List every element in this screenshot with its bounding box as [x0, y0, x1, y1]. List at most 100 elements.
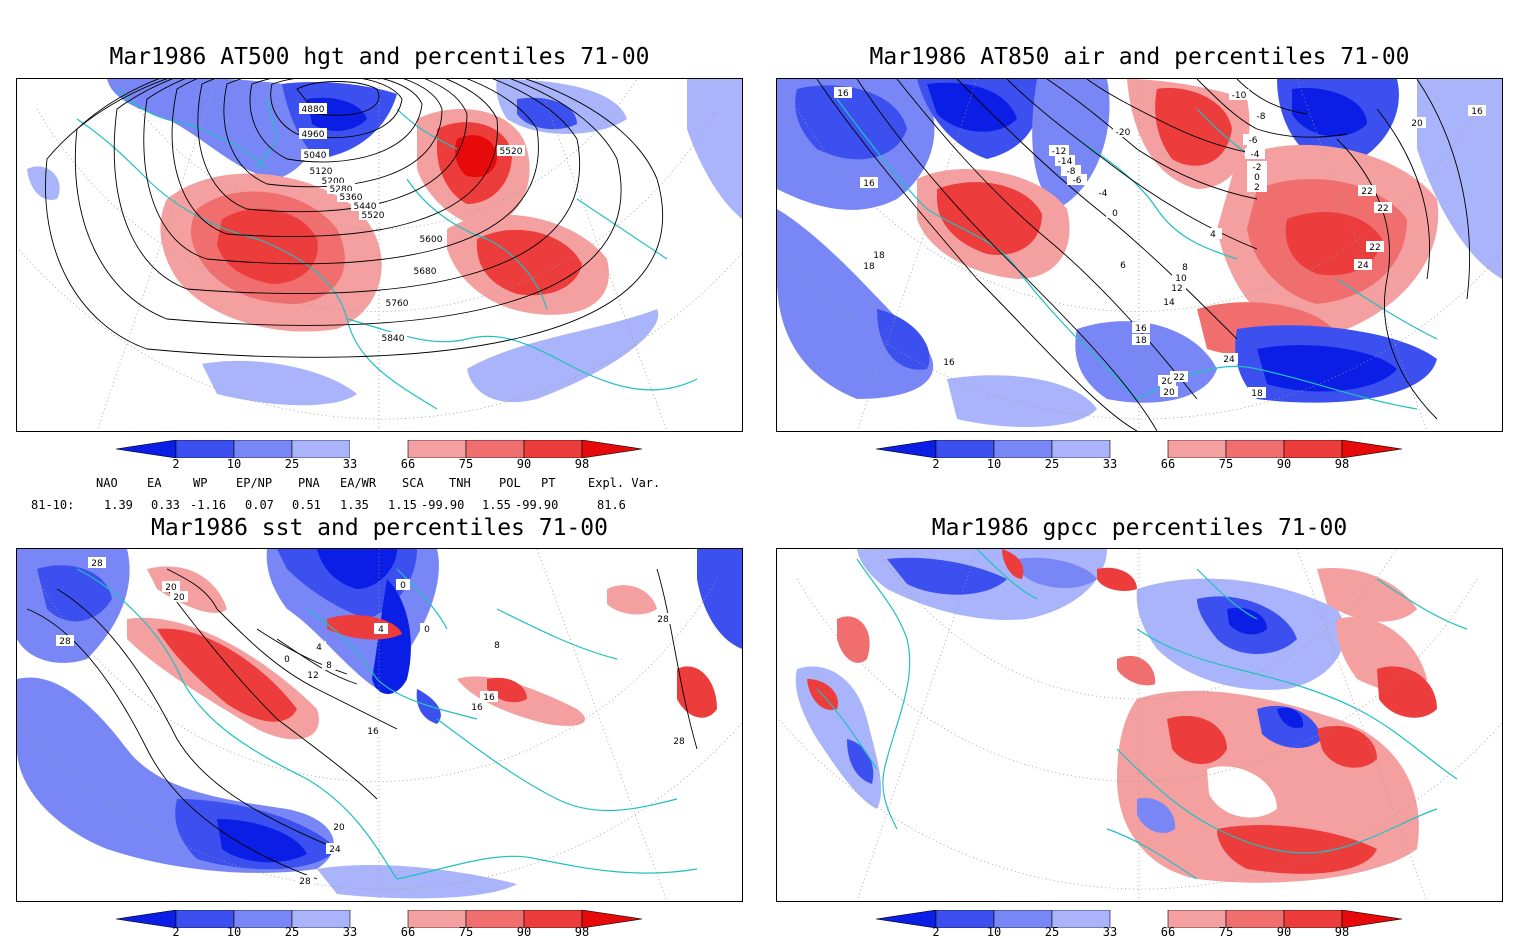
- svg-text:-12: -12: [1052, 147, 1067, 157]
- index-header: EP/NP: [236, 476, 273, 490]
- svg-text:16: 16: [1471, 107, 1483, 117]
- svg-text:2: 2: [1254, 183, 1260, 193]
- cbar-tick: 75: [1218, 925, 1234, 939]
- svg-text:28: 28: [299, 877, 311, 887]
- svg-text:0: 0: [400, 581, 406, 591]
- colorbar-top-right: [876, 440, 1403, 458]
- map-panel-hgt500: 4880 4960 5040 5120 5200 5280 5360 5440 …: [16, 78, 743, 432]
- svg-text:6: 6: [1120, 261, 1126, 271]
- svg-text:18: 18: [873, 251, 885, 261]
- svg-text:20: 20: [1163, 388, 1175, 398]
- map-sst: 28 28 20 20 0 0 4 8 12 16 16 16 4 0 8 20…: [17, 549, 742, 901]
- svg-text:-6: -6: [1073, 176, 1082, 186]
- svg-text:8: 8: [494, 641, 500, 651]
- index-value: 0.51: [292, 498, 321, 512]
- panel-title-sst: Mar1986 sst and percentiles 71-00: [151, 515, 608, 541]
- cbar-tick: 75: [458, 457, 474, 471]
- graticule: [777, 79, 1502, 431]
- svg-text:-8: -8: [1257, 112, 1266, 122]
- sst-contours: [26, 568, 698, 880]
- cbar-tick: 98: [1334, 925, 1350, 939]
- contour-labels: 16 16 18 18 16 -10 -8 -6 -4 -2 0 2 -20 -…: [834, 87, 1486, 399]
- svg-text:28: 28: [673, 737, 685, 747]
- cbar-tick: 2: [932, 457, 940, 471]
- panel-title-hgt500: Mar1986 AT500 hgt and percentiles 71-00: [109, 44, 650, 70]
- svg-text:28: 28: [59, 637, 71, 647]
- svg-text:20: 20: [1161, 377, 1173, 387]
- cbar-tick: 33: [1102, 925, 1118, 939]
- index-value: 1.39: [104, 498, 133, 512]
- svg-text:16: 16: [483, 693, 495, 703]
- svg-text:16: 16: [837, 89, 849, 99]
- svg-text:0: 0: [424, 625, 430, 635]
- coastlines: [76, 568, 698, 880]
- svg-text:24: 24: [1357, 261, 1369, 271]
- svg-text:-6: -6: [1249, 136, 1258, 146]
- svg-text:10: 10: [1175, 274, 1187, 284]
- cbar-tick: 25: [1044, 925, 1060, 939]
- cbar-tick: 66: [1160, 925, 1176, 939]
- map-hgt500: 4880 4960 5040 5120 5200 5280 5360 5440 …: [17, 79, 742, 431]
- cbar-tick: 90: [1276, 457, 1292, 471]
- coastlines: [816, 549, 1468, 880]
- svg-text:4: 4: [378, 625, 384, 635]
- svg-text:0: 0: [1254, 173, 1260, 183]
- svg-text:5600: 5600: [420, 235, 443, 245]
- temperature-contours: [816, 79, 1470, 431]
- svg-text:-20: -20: [1116, 128, 1131, 138]
- svg-text:0: 0: [284, 655, 290, 665]
- svg-text:24: 24: [1223, 355, 1235, 365]
- map-panel-sst: 28 28 20 20 0 0 4 8 12 16 16 16 4 0 8 20…: [16, 548, 743, 902]
- cbar-tick: 25: [284, 457, 300, 471]
- cbar-tick: 90: [1276, 925, 1292, 939]
- svg-text:22: 22: [1361, 187, 1372, 197]
- svg-text:5280: 5280: [330, 185, 353, 195]
- svg-text:-14: -14: [1058, 157, 1073, 167]
- svg-text:5760: 5760: [386, 299, 409, 309]
- svg-text:20: 20: [173, 593, 185, 603]
- percentile-shading: [17, 549, 742, 899]
- percentile-shading: [795, 549, 1437, 883]
- contour-labels: 28 28 20 20 0 0 4 8 12 16 16 16 4 0 8 20…: [56, 557, 688, 887]
- cbar-tick: 10: [226, 925, 242, 939]
- index-value: 0.33: [151, 498, 180, 512]
- svg-text:5520: 5520: [362, 211, 385, 221]
- cbar-tick: 2: [932, 925, 940, 939]
- svg-text:16: 16: [943, 358, 955, 368]
- colorbar-bottom-left: [116, 910, 643, 928]
- index-header: EA: [147, 476, 162, 490]
- svg-text:5200: 5200: [322, 177, 345, 187]
- cbar-tick: 10: [226, 457, 242, 471]
- svg-text:22: 22: [1369, 243, 1380, 253]
- svg-text:16: 16: [367, 727, 379, 737]
- cbar-tick: 90: [516, 925, 532, 939]
- svg-text:0: 0: [1112, 209, 1118, 219]
- cbar-tick: 75: [458, 925, 474, 939]
- svg-text:18: 18: [1135, 336, 1147, 346]
- svg-text:28: 28: [657, 615, 669, 625]
- svg-text:4960: 4960: [302, 130, 325, 140]
- cbar-tick: 75: [1218, 457, 1234, 471]
- index-header: POL: [499, 476, 521, 490]
- index-value: 0.07: [245, 498, 274, 512]
- svg-text:4880: 4880: [302, 105, 325, 115]
- svg-text:20: 20: [165, 583, 177, 593]
- cbar-tick: 90: [516, 457, 532, 471]
- svg-text:8: 8: [1182, 263, 1188, 273]
- svg-text:20: 20: [1411, 119, 1423, 129]
- svg-text:20: 20: [333, 823, 345, 833]
- cbar-tick: 10: [986, 457, 1002, 471]
- svg-text:5040: 5040: [304, 151, 327, 161]
- svg-text:-8: -8: [1067, 167, 1076, 177]
- svg-text:18: 18: [1251, 389, 1263, 399]
- svg-text:8: 8: [326, 661, 332, 671]
- svg-text:5840: 5840: [382, 334, 405, 344]
- svg-text:5360: 5360: [340, 193, 363, 203]
- cbar-tick: 98: [1334, 457, 1350, 471]
- svg-text:16: 16: [863, 179, 875, 189]
- index-header: PT: [541, 476, 556, 490]
- index-header: TNH: [449, 476, 471, 490]
- index-header: PNA: [298, 476, 320, 490]
- svg-text:22: 22: [1173, 373, 1184, 383]
- svg-text:12: 12: [1171, 284, 1182, 294]
